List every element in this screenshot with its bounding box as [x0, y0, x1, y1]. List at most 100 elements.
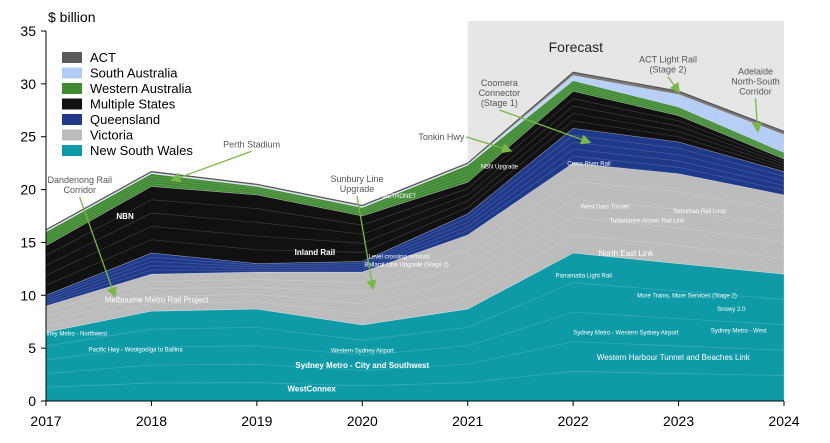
legend-swatch [62, 52, 82, 63]
callout-label: Corridor [63, 185, 96, 195]
legend-swatch [62, 67, 82, 79]
area-label: West Gate Tunnel [581, 205, 629, 211]
area-divider [45, 77, 785, 232]
x-tick-label: 2024 [768, 413, 799, 429]
area-divider [45, 341, 785, 374]
area-label: Sydney Metro - West [711, 328, 767, 334]
area-label: Tullamarine Airport Rail Link [610, 218, 686, 224]
legend-swatch [62, 114, 82, 125]
x-tick-label: 2023 [663, 413, 694, 429]
area-divider [45, 148, 785, 302]
callout-arrow [751, 98, 763, 133]
area-dividers [45, 82, 785, 244]
callout-label: Upgrade [340, 184, 375, 194]
area-label: More Trains, More Services (Stage 2) [637, 293, 737, 299]
area-labels: NBN Inland Rail Melbourne Metro Rail Proje… [38, 161, 767, 393]
area-western-australia [45, 80, 785, 247]
area-divider [45, 311, 785, 361]
y-axis-title: $ billion [48, 9, 95, 25]
area-victoria [45, 162, 785, 333]
y-tick-label: 20 [20, 182, 36, 198]
area-divider [45, 105, 785, 266]
area-divider [45, 113, 785, 276]
callout-label: Perth Stadium [223, 139, 280, 149]
area-divider [45, 82, 785, 235]
y-tick-label: 10 [20, 287, 36, 303]
legend-swatch [62, 98, 82, 110]
area-divider [45, 84, 785, 238]
legend-label: Western Australia [90, 81, 192, 96]
y-tick-label: 0 [28, 393, 36, 409]
area-divider [45, 86, 785, 241]
callout-arrow [79, 197, 117, 298]
legend-label: ACT [90, 50, 116, 65]
area-label: NBN [116, 212, 134, 221]
stacked-areas [45, 71, 785, 402]
callout-label: Tonkin Hwy [418, 132, 465, 142]
callout-label: (Stage 2) [650, 65, 687, 75]
y-tick-label: 5 [28, 340, 36, 356]
area-label: Melbourne Metro Rail Project [105, 296, 209, 305]
area-label: Sydney Metro - Northwest [38, 331, 108, 337]
x-tick-label: 2017 [30, 413, 61, 429]
callout-label: North-South [731, 76, 780, 86]
callout-label: (Stage 1) [481, 98, 518, 108]
area-divider [45, 282, 785, 347]
y-tick-label: 35 [20, 23, 36, 39]
callout-label: ACT Light Rail [639, 55, 697, 65]
area-south-australia [45, 75, 785, 233]
area-label: North East Link [599, 249, 655, 258]
callout-label: Connector [479, 88, 521, 98]
legend-label: South Australia [90, 66, 178, 81]
area-divider [45, 79, 785, 232]
area-label: Western Sydney Airport [331, 348, 394, 354]
x-tick-label: 2020 [347, 413, 378, 429]
y-tick-label: 30 [20, 76, 36, 92]
callout-label: Sunbury Line [330, 174, 383, 184]
callout-arrow [667, 76, 681, 94]
x-ticks: 2017 2018 2019 2020 2021 2022 2023 2024 [30, 401, 800, 429]
area-label: Cross River Rail [567, 161, 610, 167]
area-divider [45, 134, 785, 298]
area-label: Parramatta Light Rail [556, 273, 612, 279]
area-divider [45, 198, 785, 317]
area-divider [45, 216, 785, 323]
callout-arrow [356, 196, 377, 291]
x-tick-label: 2022 [558, 413, 589, 429]
area-divider [45, 78, 785, 232]
area-divider [45, 155, 785, 305]
callout-arrow [170, 150, 252, 183]
legend-swatch [62, 83, 82, 94]
callout-label: Corridor [739, 86, 772, 96]
x-tick-label: 2021 [452, 413, 483, 429]
area-divider [45, 180, 785, 312]
area-divider [45, 98, 785, 256]
callout-arrow [466, 136, 513, 154]
y-tick-label: 15 [20, 234, 36, 250]
area-label: Snowy 2.0 [717, 307, 746, 313]
callout-label: Dandenong Rail [47, 175, 112, 185]
area-label: Sydney Metro - City and Southwest [295, 361, 429, 370]
x-tick-label: 2019 [241, 413, 272, 429]
area-label: NBN Upgrade [481, 164, 519, 170]
area-divider [45, 74, 785, 231]
area-dividers [45, 134, 785, 305]
area-label: Ballarat Line Upgrade (Stage 2) [364, 263, 448, 269]
area-label: Inland Rail [295, 248, 335, 257]
area-divider [45, 234, 785, 328]
area-divider [45, 76, 785, 232]
callout-arrow [499, 109, 592, 145]
x-tick-label: 2018 [136, 413, 167, 429]
area-divider [45, 141, 785, 300]
legend-label: Queensland [90, 112, 160, 127]
area-divider [45, 120, 785, 286]
forecast-label: Forecast [549, 39, 604, 55]
area-divider [45, 88, 785, 244]
area-label: METRONET [382, 194, 416, 200]
legend-label: Victoria [90, 128, 134, 143]
area-dividers [45, 98, 785, 286]
